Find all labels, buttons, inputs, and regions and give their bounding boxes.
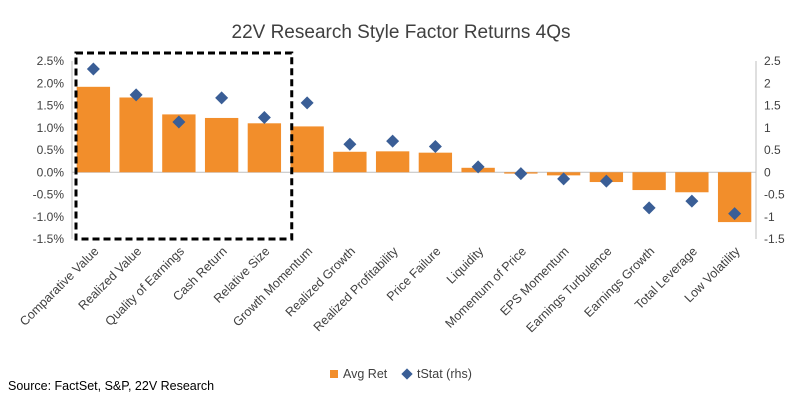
bar — [333, 151, 367, 173]
left-tick-label: 0.0% — [37, 165, 65, 179]
tstat-marker — [471, 160, 485, 174]
left-tick-label: 0.5% — [37, 143, 65, 157]
right-tick-label: 2.5 — [764, 54, 781, 68]
right-tick-label: 1.5 — [764, 99, 781, 113]
right-tick-label: 1 — [764, 121, 771, 135]
bar — [204, 117, 239, 173]
legend-label-tstat: tStat (rhs) — [417, 367, 472, 381]
tstat-marker — [685, 194, 699, 208]
left-tick-label: 1.0% — [37, 121, 65, 135]
bar — [76, 86, 111, 173]
tstat-marker — [300, 96, 314, 110]
bar — [119, 97, 153, 173]
right-tick-label: 0 — [764, 165, 771, 179]
left-tick-label: 2.5% — [37, 54, 65, 68]
tstat-marker — [257, 111, 271, 125]
category-label: Momentum of Price — [442, 244, 529, 331]
left-tick-label: 2.0% — [37, 76, 65, 90]
tstat-marker — [557, 172, 571, 186]
tstat-marker — [386, 134, 400, 148]
tstat-marker — [514, 167, 528, 181]
right-tick-label: 2 — [764, 76, 771, 90]
left-tick-label: -0.5% — [33, 188, 65, 202]
source-note: Source: FactSet, S&P, 22V Research — [8, 379, 214, 393]
tstat-marker — [172, 115, 186, 129]
plot-area: 2.5% 2.0% 1.5% 1.0% 0.5% 0.0% -0.5% -1.0% -1.5% 2… — [17, 51, 785, 335]
right-tick-label: -1 — [764, 210, 775, 224]
tstat-marker — [129, 88, 143, 102]
tstat-marker — [728, 207, 742, 221]
category-label: Growth Momentum — [230, 244, 315, 329]
bar — [290, 126, 324, 173]
category-label: Comparative Value — [17, 244, 101, 328]
tstat-marker — [86, 62, 100, 76]
left-tick-label: -1.5% — [33, 232, 65, 246]
legend-label-avg-ret: Avg Ret — [343, 367, 388, 381]
legend-marker-tstat — [401, 368, 413, 380]
tstat-marker — [428, 139, 442, 153]
tstat-marker — [343, 137, 357, 151]
bar — [418, 152, 453, 173]
right-tick-label: -1.5 — [764, 232, 785, 246]
tstat-marker — [215, 91, 229, 105]
left-tick-label: 1.5% — [37, 99, 65, 113]
left-tick-label: -1.0% — [33, 210, 65, 224]
highlight-box — [74, 51, 294, 241]
tstat-marker — [642, 201, 656, 215]
bar — [247, 123, 282, 173]
bar — [375, 151, 410, 173]
category-label: Liquidity — [444, 244, 487, 287]
category-label: Quality of Earnings — [102, 244, 187, 329]
right-tick-label: 0.5 — [764, 143, 781, 157]
bar — [675, 172, 709, 193]
tstat-marker — [599, 174, 613, 188]
chart-title: 22V Research Style Factor Returns 4Qs — [232, 22, 571, 43]
bar — [632, 172, 666, 191]
right-tick-label: -0.5 — [764, 188, 785, 202]
legend: Avg Ret tStat (rhs) — [330, 367, 472, 381]
legend-swatch-avg-ret — [330, 370, 338, 378]
